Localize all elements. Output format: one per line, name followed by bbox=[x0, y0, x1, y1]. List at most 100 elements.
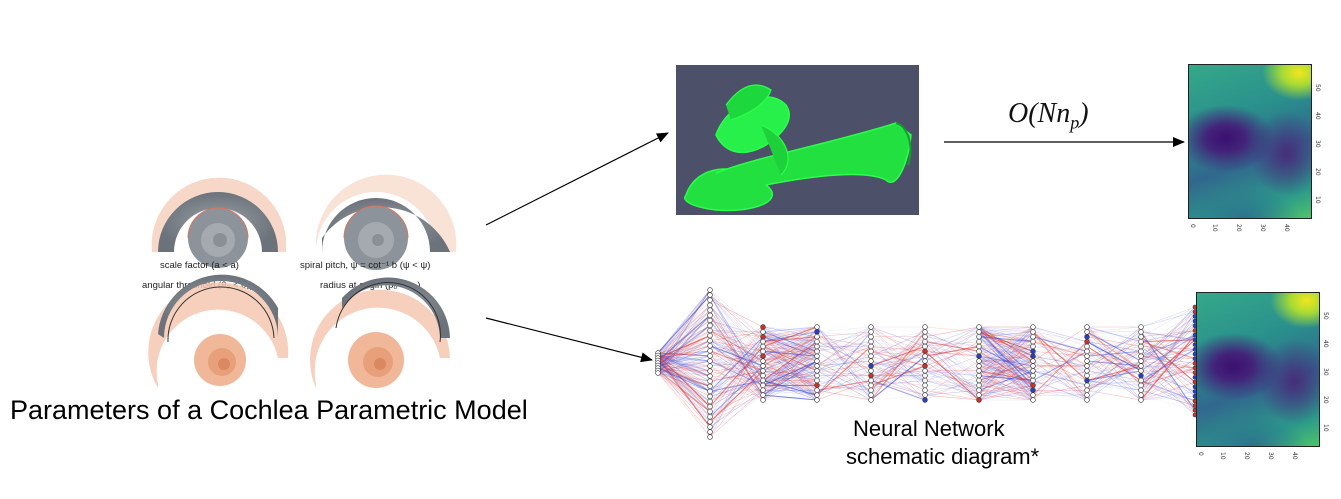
nn-node bbox=[760, 363, 766, 369]
nn-node bbox=[1030, 397, 1036, 403]
nn-connection bbox=[924, 356, 980, 401]
nn-connection bbox=[870, 326, 926, 391]
nn-node bbox=[1138, 363, 1144, 369]
nn-connection bbox=[709, 326, 764, 357]
nn-node bbox=[1030, 377, 1036, 384]
nn-connection bbox=[978, 326, 1034, 352]
nn-connection bbox=[924, 370, 980, 396]
nn-connection bbox=[657, 367, 711, 407]
nn-connection bbox=[1140, 330, 1196, 342]
nn-connection bbox=[1032, 336, 1088, 376]
heatmap-y-tick: 30 bbox=[1314, 140, 1321, 148]
nn-connection bbox=[1140, 306, 1196, 367]
nn-node bbox=[1138, 329, 1144, 335]
nn-connection bbox=[1086, 346, 1142, 357]
heatmap-x-tick: 40 bbox=[1291, 452, 1298, 460]
nn-connection bbox=[924, 350, 980, 401]
nn-node bbox=[707, 373, 713, 379]
nn-node bbox=[1030, 382, 1036, 389]
nn-connection bbox=[978, 331, 1034, 401]
nn-node bbox=[868, 382, 874, 389]
nn-connection bbox=[657, 370, 711, 377]
nn-connection bbox=[924, 331, 980, 362]
heatmap-x-tick: 10 bbox=[1219, 452, 1226, 460]
nn-connection bbox=[709, 331, 764, 341]
nn-connection bbox=[657, 289, 711, 359]
nn-node bbox=[760, 387, 766, 393]
nn-node bbox=[976, 368, 982, 374]
nn-connection bbox=[762, 336, 818, 357]
nn-node bbox=[976, 382, 982, 389]
heatmap-x-tick: 40 bbox=[1283, 224, 1290, 232]
nn-node bbox=[707, 383, 713, 390]
nn-connection bbox=[816, 370, 872, 391]
nn-connection bbox=[1140, 381, 1196, 401]
nn-node bbox=[976, 397, 982, 403]
nn-connection bbox=[657, 310, 711, 356]
nn-connection bbox=[870, 365, 926, 386]
nn-node bbox=[922, 343, 928, 350]
nn-node bbox=[976, 387, 982, 393]
nn-connection bbox=[924, 336, 980, 396]
nn-connection bbox=[709, 365, 764, 418]
nn-connection bbox=[657, 365, 711, 407]
nn-connection bbox=[978, 336, 1034, 376]
nn-connection bbox=[709, 320, 764, 401]
nn-connection bbox=[870, 346, 926, 386]
nn-connection bbox=[762, 341, 818, 391]
nn-node bbox=[976, 363, 982, 369]
nn-connection bbox=[816, 365, 872, 386]
nn-node bbox=[922, 382, 928, 389]
nn-node bbox=[922, 368, 928, 374]
nn-node bbox=[1138, 353, 1144, 359]
nn-connection bbox=[924, 350, 980, 357]
nn-node bbox=[868, 387, 874, 393]
nn-connection bbox=[1032, 331, 1088, 367]
nn-connection bbox=[978, 385, 1034, 391]
nn-node bbox=[1138, 397, 1144, 403]
nn-connection bbox=[657, 289, 711, 354]
nn-connection bbox=[978, 346, 1034, 352]
nn-connection bbox=[816, 365, 872, 371]
nn-connection bbox=[816, 331, 872, 396]
nn-connection bbox=[924, 345, 980, 357]
nn-connection bbox=[924, 326, 980, 347]
nn-connection bbox=[924, 356, 980, 376]
nn-connection bbox=[1032, 370, 1088, 386]
nn-connection bbox=[657, 372, 711, 412]
nn-connection bbox=[762, 326, 818, 396]
nn-connection bbox=[1032, 331, 1088, 386]
nn-connection bbox=[924, 385, 980, 391]
nn-connection bbox=[657, 360, 711, 366]
nn-node bbox=[976, 358, 982, 364]
nn-connection bbox=[709, 336, 764, 392]
nn-connection bbox=[1086, 379, 1142, 391]
nn-connection bbox=[657, 360, 711, 387]
nn-connection bbox=[924, 331, 980, 391]
nn-node bbox=[1084, 368, 1090, 374]
nn-connection bbox=[870, 380, 926, 396]
nn-connection bbox=[1140, 311, 1196, 357]
nn-connection bbox=[1140, 320, 1196, 376]
nn-node bbox=[1084, 329, 1090, 335]
nn-connection bbox=[978, 331, 1034, 401]
nn-node bbox=[868, 397, 874, 403]
nn-connection bbox=[709, 350, 764, 357]
nn-node bbox=[922, 363, 928, 369]
nn-connection bbox=[657, 335, 711, 366]
nn-node bbox=[707, 302, 713, 308]
nn-connection bbox=[657, 367, 711, 392]
nn-node bbox=[922, 377, 928, 384]
nn-connection bbox=[816, 356, 872, 381]
nn-connection bbox=[978, 346, 1034, 396]
nn-connection bbox=[924, 394, 980, 401]
nn-connection bbox=[978, 331, 1034, 381]
nn-connection bbox=[657, 365, 711, 438]
nn-connection bbox=[657, 372, 711, 433]
nn-connection bbox=[762, 356, 818, 401]
nn-connection bbox=[1140, 311, 1196, 328]
nn-connection bbox=[1140, 334, 1196, 401]
nn-connection bbox=[657, 314, 711, 374]
nn-connection bbox=[1032, 341, 1088, 396]
